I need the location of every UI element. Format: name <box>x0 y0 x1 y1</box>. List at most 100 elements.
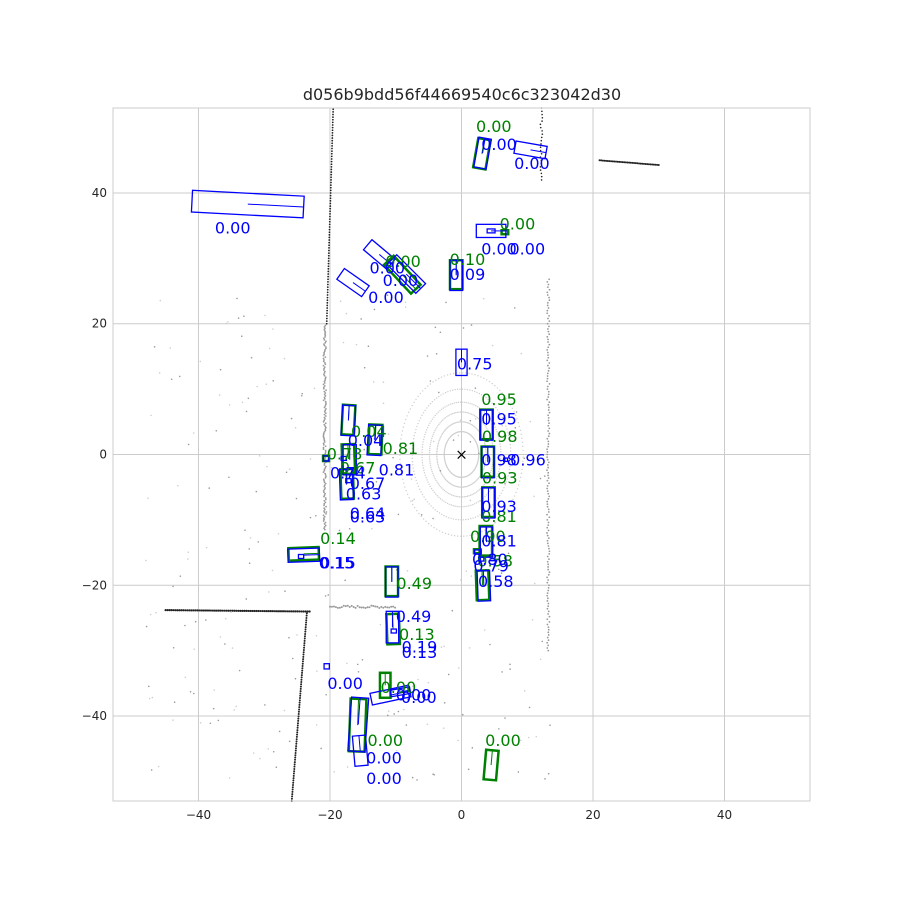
x-tick-label: 0 <box>458 808 466 822</box>
lidar-point <box>468 495 470 497</box>
lidar-point <box>325 505 327 508</box>
lidar-point <box>547 613 549 615</box>
lidar-point <box>261 609 264 613</box>
lidar-point <box>547 307 550 309</box>
lidar-point <box>548 278 551 281</box>
lidar-point <box>546 600 549 602</box>
lidar-point <box>205 619 207 621</box>
lidar-point <box>192 432 195 434</box>
lidar-point <box>243 315 245 318</box>
lidar-point <box>340 606 343 609</box>
lidar-point <box>331 129 334 132</box>
lidar-point <box>514 427 517 429</box>
lidar-point <box>324 426 327 429</box>
lidar-point <box>462 327 465 329</box>
lidar-point <box>328 228 331 231</box>
lidar-point <box>322 443 325 446</box>
lidar-point <box>506 478 508 480</box>
lidar-point <box>455 421 457 424</box>
lidar-point <box>531 619 534 621</box>
lidar-point <box>443 453 445 456</box>
lidar-point <box>451 423 454 425</box>
lidar-point <box>459 388 461 390</box>
lidar-point <box>466 421 468 424</box>
lidar-point <box>178 609 181 612</box>
lidar-point <box>457 434 460 437</box>
lidar-point <box>430 487 433 490</box>
lidar-point <box>304 626 307 629</box>
lidar-point <box>483 466 486 468</box>
lidar-point <box>344 605 347 608</box>
lidar-point <box>500 492 502 494</box>
lidar-point <box>485 454 487 457</box>
lidar-point <box>471 483 473 485</box>
lidar-point <box>441 434 443 436</box>
lidar-point <box>322 383 325 386</box>
lidar-point <box>449 424 451 427</box>
lidar-point-cloud <box>145 107 660 802</box>
lidar-point <box>323 495 325 498</box>
lidar-point <box>474 492 476 494</box>
lidar-point <box>548 382 551 385</box>
lidar-point <box>294 610 297 613</box>
lidar-point <box>451 412 454 415</box>
lidar-point <box>196 609 199 612</box>
lidar-point <box>546 359 549 362</box>
lidar-point <box>277 532 280 535</box>
lidar-point <box>548 516 551 519</box>
lidar-point <box>324 412 327 415</box>
lidar-point <box>274 610 278 613</box>
lidar-point <box>331 137 334 139</box>
lidar-point <box>548 615 551 618</box>
lidar-point <box>520 433 522 435</box>
lidar-point <box>387 433 390 436</box>
lidar-point <box>437 442 439 445</box>
lidar-point <box>326 312 328 315</box>
lidar-point <box>404 486 406 488</box>
lidar-point <box>425 431 427 433</box>
pred-box <box>486 228 496 234</box>
lidar-point <box>462 506 464 508</box>
lidar-point <box>304 623 307 626</box>
lidar-point <box>533 495 535 498</box>
lidar-point <box>503 430 506 433</box>
lidar-point <box>304 630 307 633</box>
lidar-point <box>326 291 329 294</box>
lidar-point <box>519 429 522 432</box>
lidar-point <box>656 163 659 166</box>
lidar-point <box>360 318 362 320</box>
lidar-point <box>441 419 444 421</box>
lidar-point <box>323 469 326 472</box>
lidar-point <box>444 448 446 450</box>
lidar-point <box>323 462 326 465</box>
lidar-point <box>324 395 327 397</box>
lidar-point <box>241 401 244 404</box>
lidar-point <box>327 265 330 268</box>
lidar-point <box>461 401 464 403</box>
lidar-point <box>499 440 501 443</box>
lidar-point <box>330 160 333 163</box>
lidar-point <box>539 166 542 168</box>
lidar-point <box>436 458 438 461</box>
lidar-point <box>350 604 353 607</box>
lidar-point <box>473 503 476 505</box>
lidar-point <box>265 383 268 386</box>
lidar-point <box>324 524 327 527</box>
lidar-point <box>548 367 551 370</box>
lidar-point <box>326 294 329 296</box>
lidar-point <box>323 510 325 512</box>
y-tick-label: 0 <box>99 448 107 462</box>
lidar-point <box>548 411 551 414</box>
lidar-point <box>468 647 471 649</box>
lidar-point <box>433 399 436 401</box>
lidar-point <box>303 635 306 638</box>
lidar-point <box>438 468 441 470</box>
lidar-point <box>267 748 270 750</box>
lidar-point <box>485 450 487 452</box>
lidar-point <box>469 494 472 496</box>
lidar-point <box>230 611 232 613</box>
lidar-point <box>547 639 550 642</box>
lidar-point <box>324 400 327 403</box>
lidar-point <box>462 519 465 521</box>
lidar-point <box>286 610 290 613</box>
